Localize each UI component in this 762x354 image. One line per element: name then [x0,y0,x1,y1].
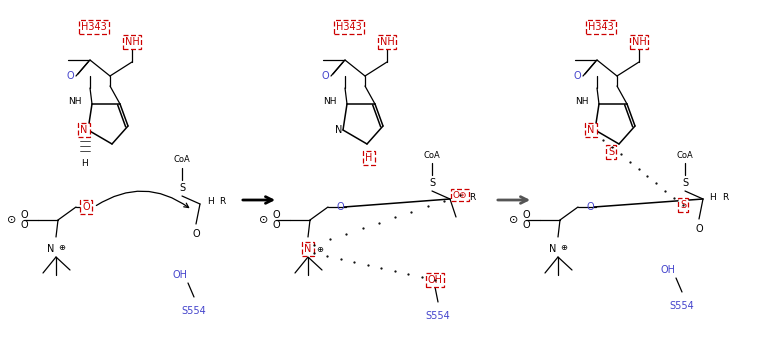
Text: O: O [272,210,280,220]
Text: NH: NH [632,37,646,47]
Text: H: H [365,153,373,163]
Text: O: O [20,210,27,220]
Text: S554: S554 [426,311,450,321]
Text: NH: NH [125,37,139,47]
Text: NH: NH [575,97,589,107]
Text: NH: NH [69,97,82,107]
Text: S: S [179,183,185,193]
Text: N: N [80,125,88,135]
Text: CoA: CoA [174,155,190,165]
Text: OH: OH [172,270,187,280]
Text: ⊙: ⊙ [509,215,519,225]
Text: S554: S554 [670,301,694,311]
Text: NH: NH [379,37,395,47]
Text: ⊕: ⊕ [59,244,66,252]
Text: S: S [429,178,435,188]
Text: O: O [522,220,530,230]
Text: R: R [219,198,225,206]
Text: O: O [20,220,27,230]
Text: O: O [573,71,581,81]
Text: ⊙: ⊙ [8,215,17,225]
Text: H: H [207,198,213,206]
Text: S: S [680,200,686,210]
Text: H343: H343 [81,22,107,32]
Text: O: O [322,71,329,81]
Text: N: N [304,244,312,254]
Text: ⊕: ⊕ [561,244,568,252]
Text: O: O [695,224,703,234]
Text: N: N [588,125,594,135]
Text: O: O [192,229,200,239]
Text: NH: NH [324,97,337,107]
Text: CoA: CoA [424,150,440,160]
Text: N: N [549,244,557,254]
Text: R: R [469,193,475,201]
Text: O⊛: O⊛ [453,190,467,200]
Text: S: S [682,178,688,188]
Text: O: O [66,71,74,81]
Text: N: N [335,125,343,135]
Text: ⊕: ⊕ [316,245,324,253]
Text: O: O [522,210,530,220]
Text: O: O [82,202,90,212]
Text: OH: OH [661,265,675,275]
Text: CoA: CoA [677,150,693,160]
Text: H: H [456,193,463,201]
Text: H343: H343 [588,22,614,32]
Text: OH: OH [427,275,443,285]
Text: S: S [608,147,614,157]
Text: H: H [709,193,716,201]
Text: O: O [272,220,280,230]
Text: S554: S554 [181,306,207,316]
Text: H343: H343 [336,22,362,32]
Text: R: R [722,193,728,201]
Text: N: N [47,244,55,254]
Text: H: H [81,160,88,169]
Text: ⊙: ⊙ [259,215,269,225]
Text: O: O [336,202,344,212]
Text: O: O [586,202,594,212]
